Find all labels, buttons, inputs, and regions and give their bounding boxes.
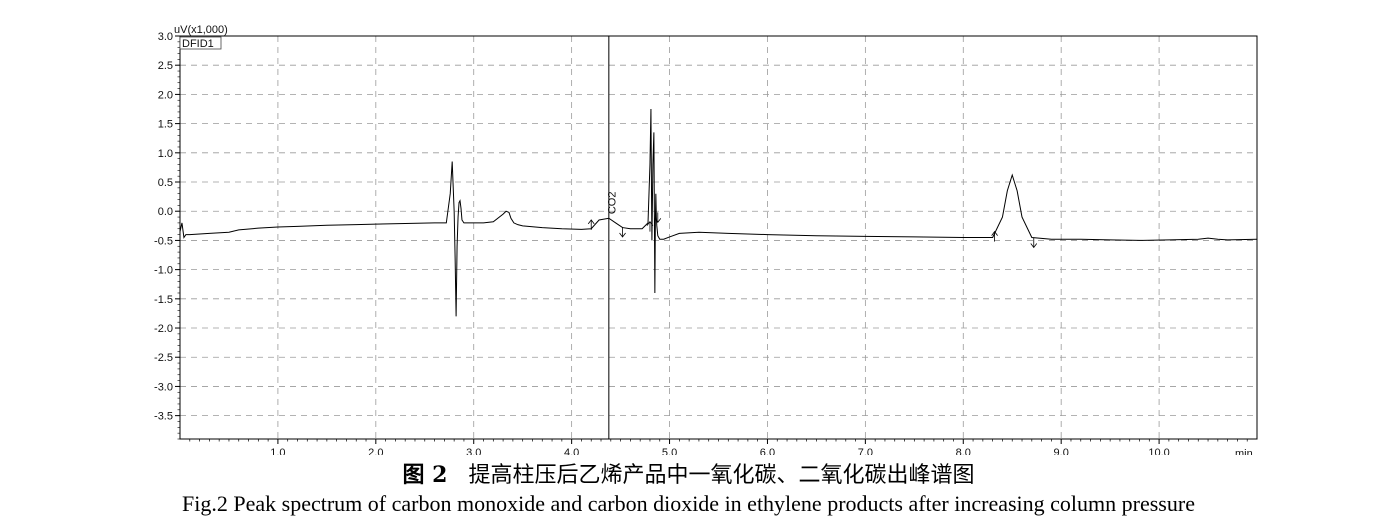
x-tick-label: 9.0: [1054, 447, 1069, 455]
y-tick-label: 0.5: [158, 177, 173, 189]
y-tick-label: -1.0: [154, 265, 173, 277]
tick-labels: 1.0 2.0 3.0 4.0 5.0 6.0 7.0 8.0 9.0 10.0 3.0 2.5 2.0…: [154, 31, 1170, 455]
caption-english: Fig.2 Peak spectrum of carbon monoxide a…: [182, 491, 1195, 516]
integration-marker: [646, 220, 654, 232]
x-tick-label: 10.0: [1148, 447, 1169, 455]
x-tick-label: 5.0: [662, 447, 677, 455]
x-tick-label: 8.0: [956, 447, 971, 455]
caption-chinese: 图 2 提高柱压后乙烯产品中一氧化碳、二氧化碳出峰谱图: [0, 457, 1377, 489]
y-tick-label: -3.5: [154, 411, 173, 423]
y-tick-label: 0.0: [158, 206, 173, 218]
x-tick-label: 4.0: [564, 447, 579, 455]
x-tick-label: 7.0: [858, 447, 873, 455]
y-tick-label: -2.5: [154, 352, 173, 364]
axis-ticks: [175, 35, 1248, 444]
y-tick-label: -3.0: [154, 381, 173, 393]
integration-marker: [619, 226, 626, 238]
caption-figure-number: 图 2: [402, 462, 448, 488]
integration-markers: [587, 212, 1038, 249]
integration-marker: [587, 219, 595, 230]
y-tick-label: 1.5: [158, 119, 173, 131]
channel-label-box: [179, 36, 222, 50]
integration-marker: [1030, 237, 1038, 249]
y-tick-label: -1.5: [154, 294, 173, 306]
y-tick-label: 2.0: [158, 89, 173, 101]
x-tick-label: 1.0: [270, 447, 285, 455]
x-tick-label: 6.0: [760, 447, 775, 455]
y-tick-label: 1.0: [158, 148, 173, 160]
channel-label: DFID1: [182, 38, 214, 50]
y-tick-label: -2.0: [154, 323, 173, 335]
caption-chinese-title: 提高柱压后乙烯产品中一氧化碳、二氧化碳出峰谱图: [468, 463, 975, 488]
y-tick-label: 2.5: [158, 60, 173, 72]
grid: [180, 36, 1257, 439]
chromatogram-chart: 1.0 2.0 3.0 4.0 5.0 6.0 7.0 8.0 9.0 10.0 3.0 2.5 2.0…: [154, 24, 1258, 455]
y-tick-label: 3.0: [158, 31, 173, 43]
y-tick-label: -0.5: [154, 235, 173, 247]
y-unit-label: uV(x1,000): [174, 24, 228, 36]
plot-frame: [179, 35, 1258, 440]
x-tick-label: 3.0: [466, 447, 481, 455]
x-tick-label: 2.0: [368, 447, 383, 455]
integration-marker: [654, 212, 662, 224]
x-unit-label: min: [1235, 448, 1253, 455]
integration-marker: [991, 230, 998, 242]
chromatogram-trace: [179, 109, 1258, 317]
co2-annotation: CO2: [607, 192, 619, 215]
